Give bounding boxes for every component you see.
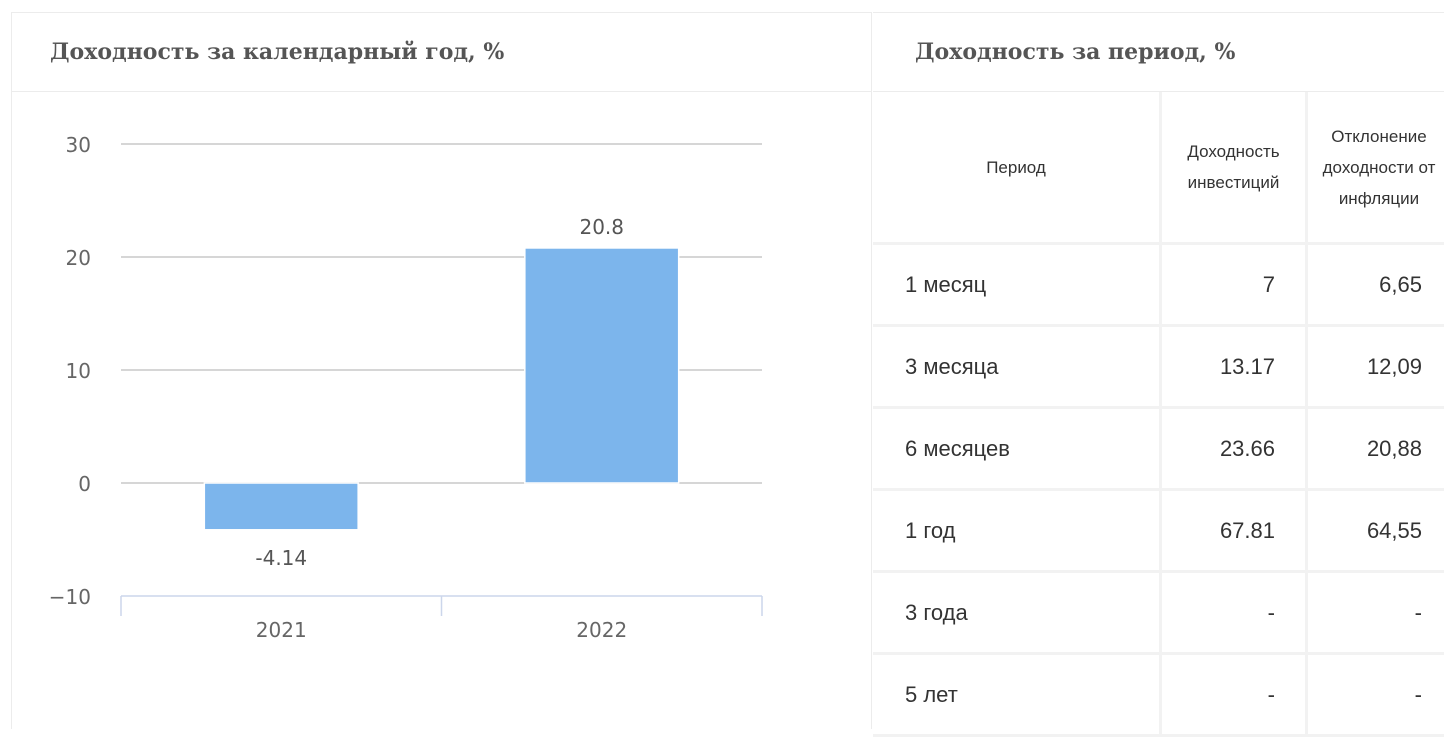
bar bbox=[203, 482, 359, 531]
y-tick-label: 20 bbox=[66, 246, 91, 270]
row-yield: 23.66 bbox=[1159, 409, 1305, 488]
row-period: 6 месяцев bbox=[905, 435, 1010, 461]
row-period: 1 месяц bbox=[905, 271, 987, 297]
y-tick-label: 30 bbox=[66, 133, 91, 157]
row-period: 3 года bbox=[905, 599, 968, 625]
period-yield-table: Период Доходность инвестиций Отклонение … bbox=[873, 92, 1444, 737]
annual-yield-panel: Доходность за календарный год, % −10 0 10 2… bbox=[11, 12, 872, 729]
data-label: -4.14 bbox=[255, 546, 307, 570]
table-row: 5 лет - - bbox=[873, 655, 1444, 737]
row-period: 3 месяца bbox=[905, 353, 999, 379]
row-yield: - bbox=[1159, 573, 1305, 652]
table-row: 3 года - - bbox=[873, 573, 1444, 655]
row-yield: 67.81 bbox=[1159, 491, 1305, 570]
row-yield: 13.17 bbox=[1159, 327, 1305, 406]
table-header-row: Период Доходность инвестиций Отклонение … bbox=[873, 92, 1444, 245]
x-tick-label: 2022 bbox=[576, 618, 627, 642]
y-tick-label: 10 bbox=[66, 359, 91, 383]
row-deviation: - bbox=[1305, 655, 1444, 734]
table-row: 6 месяцев 23.66 20,88 bbox=[873, 409, 1444, 491]
period-yield-panel: Доходность за период, % Период Доходност… bbox=[873, 12, 1444, 737]
table-row: 3 месяца 13.17 12,09 bbox=[873, 327, 1444, 409]
annual-yield-chart: −10 0 10 20 30 2021 -4.14 2022 20.8 bbox=[49, 133, 763, 642]
header-inflation-deviation: Отклонение доходности от инфляции bbox=[1305, 92, 1444, 242]
row-deviation: 20,88 bbox=[1305, 409, 1444, 488]
row-deviation: - bbox=[1305, 573, 1444, 652]
row-yield: 7 bbox=[1159, 245, 1305, 324]
data-label: 20.8 bbox=[579, 215, 624, 239]
y-tick-label: 0 bbox=[78, 472, 91, 496]
row-period: 1 год bbox=[905, 517, 956, 543]
y-tick-label: −10 bbox=[49, 585, 91, 609]
table-row: 1 год 67.81 64,55 bbox=[873, 491, 1444, 573]
table-row: 1 месяц 7 6,65 bbox=[873, 245, 1444, 327]
x-tick-label: 2021 bbox=[256, 618, 307, 642]
row-period: 5 лет bbox=[905, 681, 958, 707]
row-deviation: 12,09 bbox=[1305, 327, 1444, 406]
header-investment-yield: Доходность инвестиций bbox=[1159, 92, 1305, 242]
header-period: Период bbox=[986, 157, 1046, 177]
row-deviation: 6,65 bbox=[1305, 245, 1444, 324]
row-yield: - bbox=[1159, 655, 1305, 734]
bar bbox=[524, 247, 680, 484]
period-yield-title: Доходность за период, % bbox=[873, 13, 1444, 92]
annual-yield-title: Доходность за календарный год, % bbox=[12, 13, 871, 92]
row-deviation: 64,55 bbox=[1305, 491, 1444, 570]
